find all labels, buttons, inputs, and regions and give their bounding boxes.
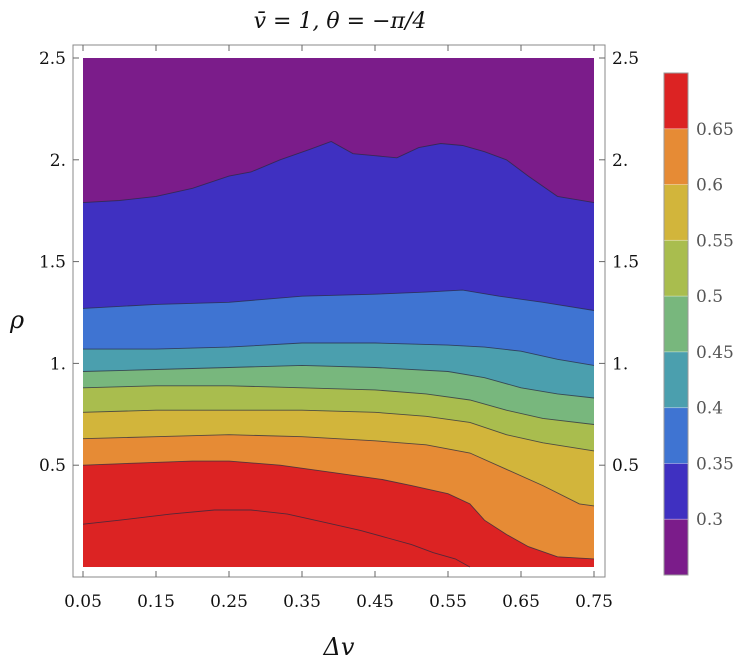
colorbar-tick-label: 0.5: [696, 287, 723, 307]
colorbar-frame: [663, 72, 689, 576]
x-tick-label: 0.65: [502, 592, 540, 612]
contour-line-0.4: [83, 342, 595, 366]
chart-title: v̄ = 1, θ = −π/4: [254, 9, 427, 34]
colorbar-tick-label: 0.3: [696, 510, 723, 530]
y-tick-label-left: 2.: [50, 151, 66, 171]
colorbar-swatch: [664, 240, 688, 297]
y-axis-label: ρ: [9, 306, 24, 334]
colorbar-tick-label: 0.45: [696, 343, 734, 363]
colorbar-swatch: [664, 519, 688, 575]
colorbar-swatch: [664, 407, 688, 464]
y-axis-ticks-left: 0.5 1. 1.5 2. 2.5: [39, 49, 79, 476]
x-tick-label: 0.35: [283, 592, 321, 612]
y-tick-label-right: 0.5: [612, 456, 639, 476]
y-tick-label-left: 2.5: [39, 49, 66, 69]
x-tick-label: 0.05: [64, 592, 102, 612]
colorbar-swatch: [664, 351, 688, 408]
contour-band-0.7: [83, 510, 470, 567]
x-axis-ticks: 0.05 0.15 0.25 0.35 0.45 0.55 0.65 0.75: [64, 45, 613, 612]
y-tick-label-right: 2.5: [612, 49, 639, 69]
y-tick-label-left: 0.5: [39, 456, 66, 476]
colorbar-tick-label: 0.35: [696, 454, 734, 474]
y-tick-label-left: 1.5: [39, 253, 66, 273]
colorbar: 0.3 0.35 0.4 0.45 0.5 0.55 0.6 0.65: [663, 72, 734, 576]
x-tick-label: 0.15: [137, 592, 175, 612]
contour-line-0.35: [82, 289, 595, 311]
colorbar-tick-label: 0.55: [696, 231, 734, 251]
colorbar-swatch: [664, 296, 688, 352]
plot-frame: [72, 44, 606, 578]
x-tick-label: 0.55: [429, 592, 467, 612]
contour-line-0.5: [82, 385, 595, 425]
x-tick-label: 0.45: [356, 592, 394, 612]
contour-bands: [83, 58, 594, 567]
y-tick-label-right: 1.5: [612, 253, 639, 273]
x-axis-label: Δv: [323, 633, 355, 661]
colorbar-tick-label: 0.4: [696, 399, 723, 419]
contour-line-0.65: [82, 460, 595, 560]
contour-line-0.6: [82, 434, 595, 507]
x-tick-label: 0.75: [575, 592, 613, 612]
colorbar-tick-label: 0.6: [696, 176, 723, 196]
contour-line-0.55: [82, 409, 595, 452]
colorbar-swatch: [664, 184, 688, 241]
y-tick-label-right: 1.: [612, 354, 628, 374]
colorbar-swatch: [664, 463, 688, 520]
colorbar-swatch: [664, 128, 688, 185]
y-tick-label-right: 2.: [612, 151, 628, 171]
colorbar-swatch: [664, 73, 688, 129]
y-tick-label-left: 1.: [50, 354, 66, 374]
x-tick-label: 0.25: [210, 592, 248, 612]
contour-lines: [82, 141, 595, 568]
y-axis-ticks-right: 0.5 1. 1.5 2. 2.5: [599, 49, 639, 476]
contour-line-0.7: [82, 509, 471, 568]
contour-line-0.3: [82, 141, 595, 204]
contour-line-0.45: [82, 364, 595, 399]
colorbar-tick-label: 0.65: [696, 120, 734, 140]
